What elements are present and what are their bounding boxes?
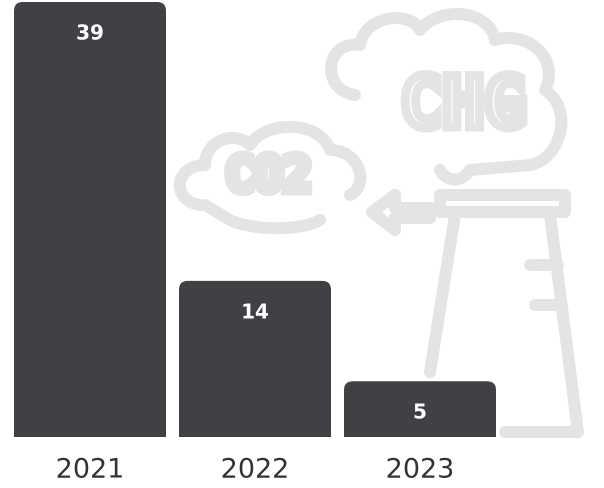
icon-arrow: [366, 189, 436, 236]
x-tick-label: 2022: [221, 454, 290, 485]
bar: [14, 2, 166, 437]
icon-cloud-small: [174, 120, 367, 235]
x-tick-label: 2023: [386, 454, 455, 485]
value-label: 14: [241, 299, 269, 323]
value-label: 5: [413, 400, 427, 424]
x-tick-label: 2021: [56, 454, 125, 485]
icon-label: CHG: [400, 62, 526, 144]
background-icon: CO2 CHG: [174, 8, 584, 438]
value-label: 39: [76, 21, 104, 45]
bar: [179, 280, 331, 437]
icon-cloud-large: [325, 8, 568, 186]
icon-chimney-lines: [499, 259, 584, 438]
icon-chimney: [424, 189, 584, 438]
icon-label: CO2: [225, 147, 312, 203]
bar: [344, 381, 496, 437]
